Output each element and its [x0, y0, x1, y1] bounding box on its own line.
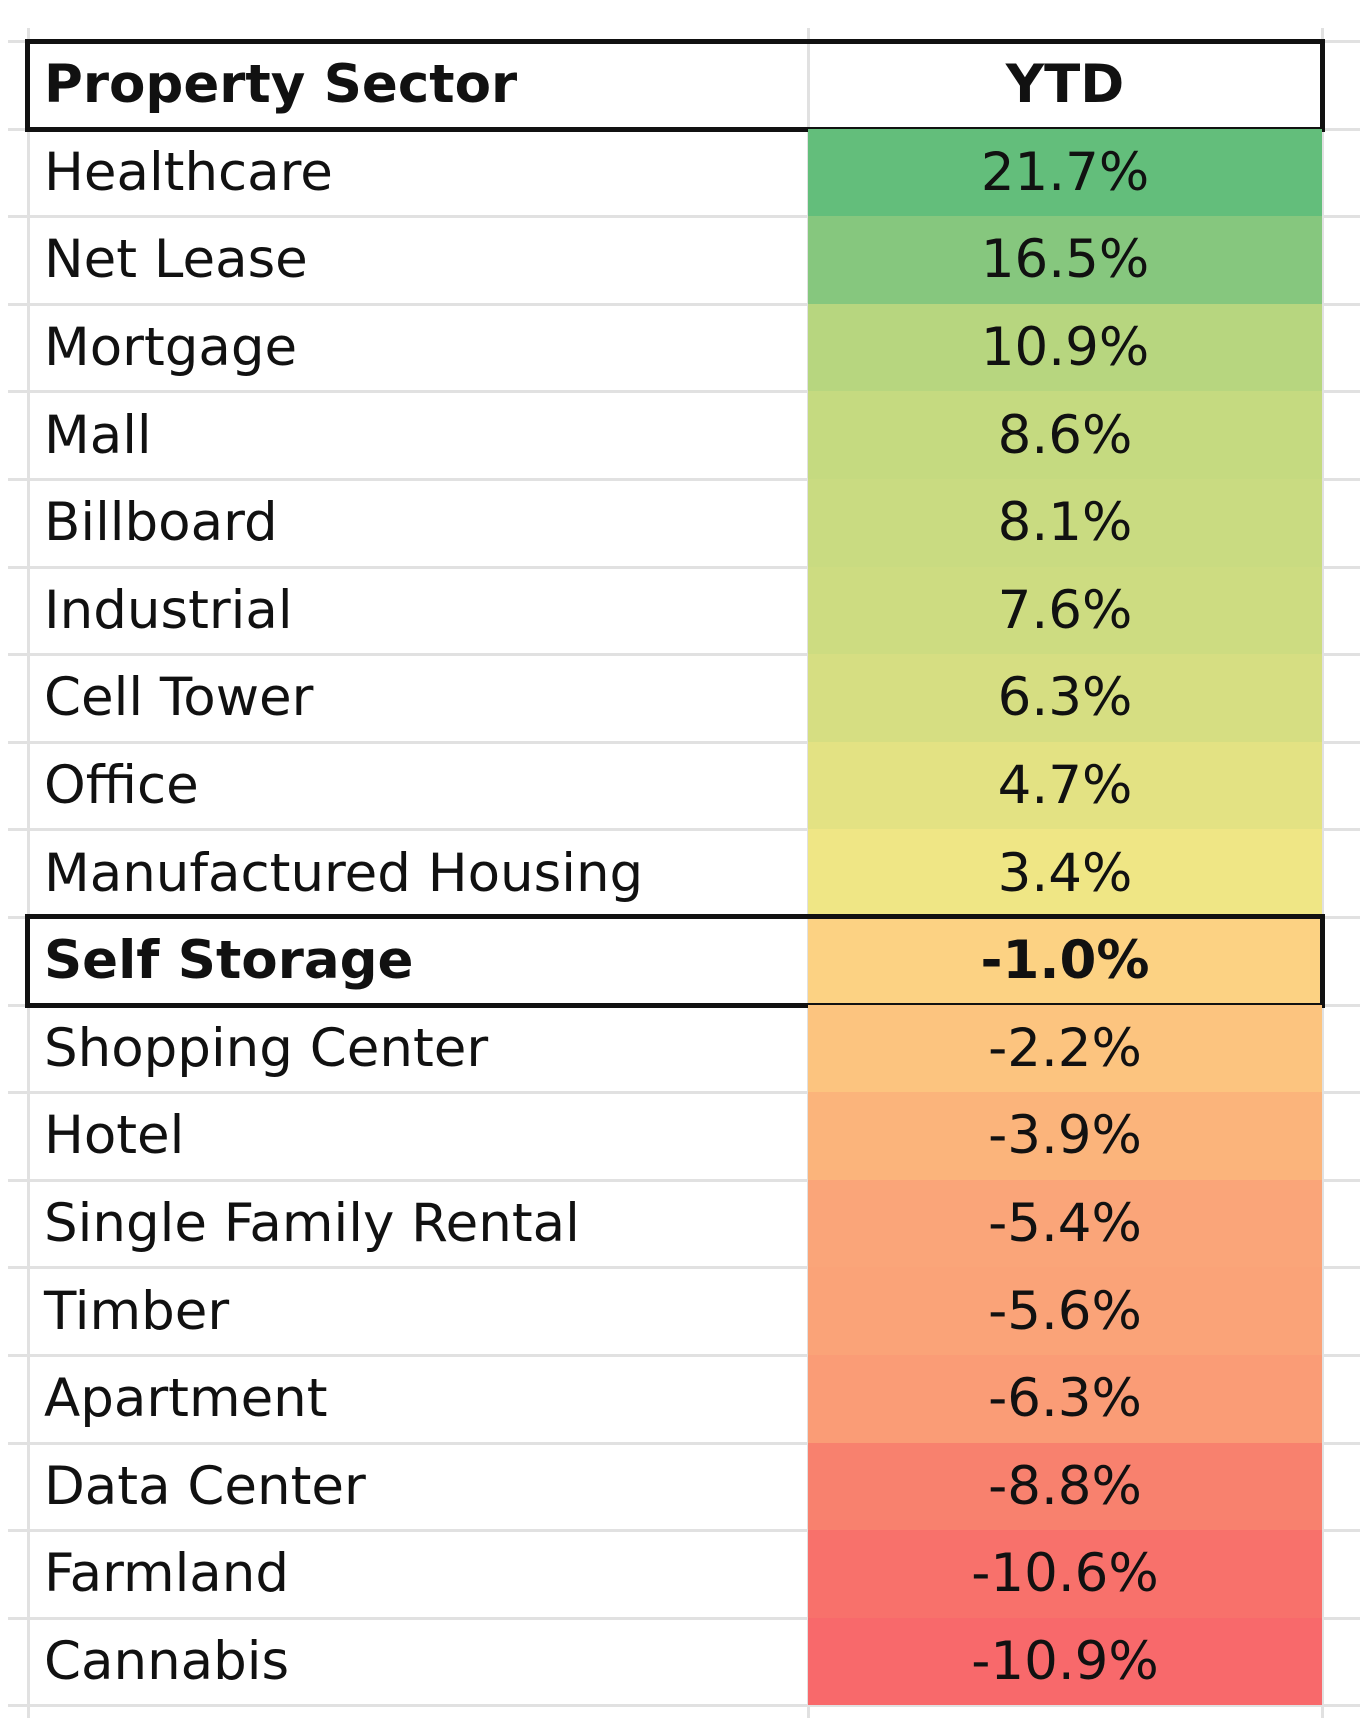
table-row: Mortgage 10.9%	[28, 303, 1322, 392]
table-row: Office 4.7%	[28, 741, 1322, 830]
ytd-value-cell[interactable]: -3.9%	[808, 1092, 1322, 1180]
property-sector-table: Property Sector YTD Healthcare 21.7% Net L…	[25, 39, 1325, 1706]
table-row: Timber -5.6%	[28, 1267, 1322, 1355]
sector-name-cell[interactable]: Single Family Rental	[44, 1193, 580, 1255]
ytd-value-cell[interactable]: 6.3%	[808, 654, 1322, 742]
gridline-horizontal	[8, 828, 1360, 832]
table-row: Mall 8.6%	[28, 391, 1322, 479]
sector-name-cell[interactable]: Cannabis	[44, 1630, 290, 1692]
ytd-value-cell[interactable]: -6.3%	[808, 1354, 1322, 1443]
ytd-value-cell[interactable]: -5.4%	[808, 1179, 1322, 1268]
gridline-horizontal	[8, 478, 1360, 481]
gridline-horizontal	[8, 390, 1360, 394]
sector-name-cell[interactable]: Mortgage	[44, 317, 298, 379]
sector-name-cell[interactable]: Timber	[44, 1280, 230, 1342]
sector-name-cell[interactable]: Cell Tower	[44, 667, 314, 729]
table-row: Billboard 8.1%	[28, 478, 1322, 567]
sector-name-cell[interactable]: Self Storage	[44, 930, 414, 992]
sector-name-cell[interactable]: Apartment	[44, 1368, 328, 1430]
table-row: Data Center -8.8%	[28, 1442, 1322, 1531]
ytd-value-cell[interactable]: -10.9%	[808, 1617, 1322, 1706]
table-row: Hotel -3.9%	[28, 1092, 1322, 1180]
sector-name-cell[interactable]: Net Lease	[44, 229, 308, 291]
gridline-horizontal	[8, 302, 1360, 306]
gridline-horizontal	[8, 1704, 1360, 1708]
ytd-value-cell[interactable]: -1.0%	[808, 916, 1322, 1005]
gridline-vertical	[27, 28, 30, 1718]
sector-name-cell[interactable]: Healthcare	[44, 141, 333, 203]
gridline-horizontal	[8, 1354, 1360, 1357]
sector-name-cell[interactable]: Data Center	[44, 1455, 366, 1517]
table-row-highlighted: Self Storage -1.0%	[25, 913, 1325, 1008]
table-row: Cell Tower 6.3%	[28, 654, 1322, 742]
table-row: Single Family Rental -5.4%	[28, 1179, 1322, 1268]
table-row: Industrial 7.6%	[28, 566, 1322, 655]
sector-name-cell[interactable]: Billboard	[44, 492, 278, 554]
sector-name-cell[interactable]: Office	[44, 755, 199, 817]
gridline-horizontal	[8, 1003, 1360, 1007]
ytd-value-cell[interactable]: 8.6%	[808, 391, 1322, 479]
table-body: Healthcare 21.7% Net Lease 16.5% Mortgage 10.…	[25, 128, 1325, 1706]
table-row: Cannabis -10.9%	[28, 1617, 1322, 1706]
table-row: Apartment -6.3%	[28, 1354, 1322, 1443]
gridline-horizontal	[8, 1091, 1360, 1095]
ytd-value-cell[interactable]: -10.6%	[808, 1530, 1322, 1618]
gridline-horizontal	[8, 565, 1360, 569]
sector-name-cell[interactable]: Industrial	[44, 579, 293, 641]
sector-name-cell[interactable]: Manufactured Housing	[44, 842, 644, 904]
gridline-horizontal	[8, 127, 1360, 131]
ytd-value-cell[interactable]: 10.9%	[808, 303, 1322, 392]
ytd-value-cell[interactable]: 7.6%	[808, 566, 1322, 655]
gridline-horizontal	[8, 215, 1360, 219]
sector-name-cell[interactable]: Mall	[44, 404, 152, 466]
sector-name-cell[interactable]: Shopping Center	[44, 1017, 489, 1079]
header-cell-property-sector[interactable]: Property Sector	[44, 54, 518, 116]
table-row: Net Lease 16.5%	[28, 216, 1322, 304]
ytd-value-cell[interactable]: -2.2%	[808, 1004, 1322, 1093]
gridline-horizontal	[8, 1266, 1360, 1270]
ytd-value-cell[interactable]: -5.6%	[808, 1267, 1322, 1355]
sector-name-cell[interactable]: Hotel	[44, 1105, 185, 1167]
ytd-value-cell[interactable]: 8.1%	[808, 478, 1322, 567]
table-header-row: Property Sector YTD	[25, 39, 1325, 132]
ytd-value-cell[interactable]: 4.7%	[808, 741, 1322, 830]
gridline-horizontal	[8, 1178, 1360, 1182]
gridline-horizontal	[8, 740, 1360, 744]
gridline-horizontal	[8, 1616, 1360, 1620]
gridline-horizontal	[8, 653, 1360, 657]
sector-name-cell[interactable]: Farmland	[44, 1543, 290, 1605]
table-row: Farmland -10.6%	[28, 1530, 1322, 1618]
ytd-value-cell[interactable]: 21.7%	[808, 128, 1322, 217]
ytd-value-cell[interactable]: 3.4%	[808, 829, 1322, 917]
gridline-horizontal	[8, 1441, 1360, 1445]
gridline-horizontal	[8, 1529, 1360, 1533]
ytd-value-cell[interactable]: -8.8%	[808, 1442, 1322, 1531]
table-row: Healthcare 21.7%	[28, 128, 1322, 217]
gridline-vertical	[1321, 28, 1324, 1718]
table-row: Shopping Center -2.2%	[28, 1004, 1322, 1093]
header-cell-ytd[interactable]: YTD	[1005, 54, 1125, 116]
ytd-value-cell[interactable]: 16.5%	[808, 216, 1322, 304]
table-row: Manufactured Housing 3.4%	[28, 829, 1322, 917]
